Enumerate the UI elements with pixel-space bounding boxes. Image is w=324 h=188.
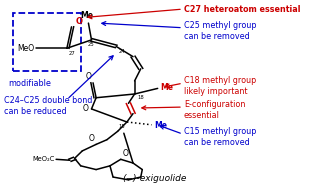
Text: E-configuration
essential: E-configuration essential: [184, 100, 245, 120]
Text: C24–C25 double bond
can be reduced: C24–C25 double bond can be reduced: [4, 96, 92, 116]
Text: Me: Me: [80, 11, 93, 20]
Text: MeO₂C: MeO₂C: [32, 156, 54, 162]
Text: modifiable: modifiable: [8, 79, 51, 88]
Text: (−)-exiguolide: (−)-exiguolide: [122, 174, 187, 183]
Text: C18 methyl group
likely important: C18 methyl group likely important: [184, 76, 256, 96]
Text: MeO: MeO: [17, 44, 35, 53]
Text: O: O: [83, 104, 89, 113]
Text: 27: 27: [69, 51, 75, 55]
Text: Me: Me: [154, 121, 167, 130]
Text: O: O: [122, 149, 128, 158]
Text: C25 methyl group
can be removed: C25 methyl group can be removed: [184, 20, 256, 41]
Text: 25: 25: [87, 42, 94, 47]
Text: O: O: [75, 17, 82, 26]
Text: 18: 18: [137, 96, 144, 101]
Text: C15 methyl group
can be removed: C15 methyl group can be removed: [184, 127, 256, 147]
Text: O: O: [89, 134, 95, 143]
Text: Me: Me: [160, 83, 173, 92]
Text: 15: 15: [119, 124, 125, 129]
Text: O: O: [86, 72, 91, 81]
Text: C27 heteroatom essential: C27 heteroatom essential: [184, 5, 300, 14]
Text: 24: 24: [119, 49, 125, 54]
